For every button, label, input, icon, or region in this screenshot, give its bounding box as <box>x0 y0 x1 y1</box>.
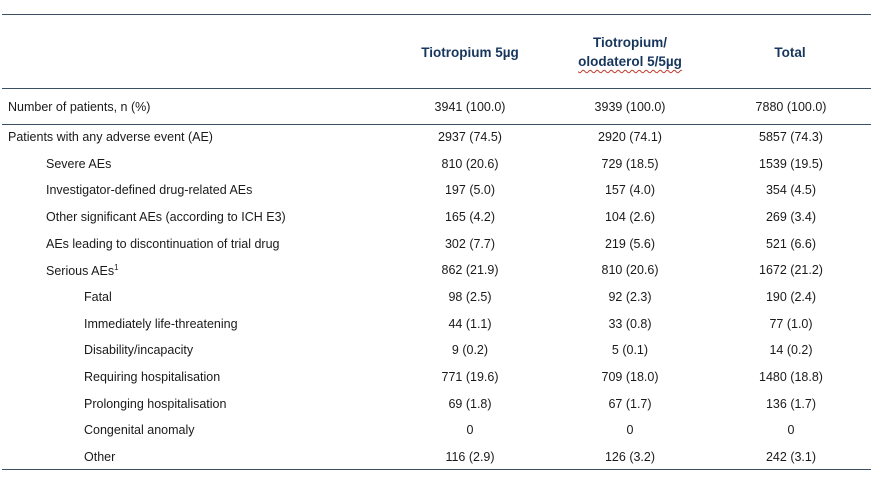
cell-tiotropium-olodaterol: 709 (18.0) <box>601 370 659 384</box>
cell-tiotropium: 0 <box>466 423 474 437</box>
cell-tiotropium: 3941 (100.0) <box>434 100 506 114</box>
row-label: AEs leading to discontinuation of trial … <box>46 237 280 251</box>
cell-tiotropium-olodaterol: 67 (1.7) <box>608 397 652 411</box>
cell-total: 0 <box>787 423 795 437</box>
table-row: Prolonging hospitalisation 69 (1.8) 67 (… <box>0 397 882 417</box>
table-row: AEs leading to discontinuation of trial … <box>0 237 882 257</box>
cell-tiotropium-olodaterol: 92 (2.3) <box>608 290 652 304</box>
row-label: Prolonging hospitalisation <box>84 397 227 411</box>
cell-tiotropium: 862 (21.9) <box>441 263 499 277</box>
cell-tiotropium: 69 (1.8) <box>448 397 492 411</box>
header-tiotropium: Tiotropium 5µg <box>400 32 540 72</box>
cell-tiotropium-olodaterol: 810 (20.6) <box>601 263 659 277</box>
cell-tiotropium-olodaterol: 729 (18.5) <box>601 157 659 171</box>
cell-tiotropium: 116 (2.9) <box>445 450 495 464</box>
table-row: Other significant AEs (according to ICH … <box>0 210 882 230</box>
header-bottom-rule <box>2 88 871 89</box>
row-label: Requiring hospitalisation <box>84 370 221 384</box>
row-label: Congenital anomaly <box>84 423 195 437</box>
cell-tiotropium-olodaterol: 219 (5.6) <box>604 237 656 251</box>
row-label: Disability/incapacity <box>84 343 194 357</box>
cell-total: 269 (3.4) <box>765 210 817 224</box>
cell-total: 521 (6.6) <box>765 237 817 251</box>
row-label: Immediately life-threatening <box>84 317 238 331</box>
cell-tiotropium-olodaterol: 126 (3.2) <box>604 450 656 464</box>
row-label: Investigator-defined drug-related AEs <box>46 183 253 197</box>
table-row: Number of patients, n (%) 3941 (100.0) 3… <box>0 100 882 120</box>
cell-total: 14 (0.2) <box>769 343 813 357</box>
number-row-rule <box>2 124 871 125</box>
cell-tiotropium-olodaterol: 33 (0.8) <box>608 317 652 331</box>
header-tiotropium-olodaterol: Tiotropium/ olodaterol 5/5µg <box>560 32 700 72</box>
header-total: Total <box>730 32 850 72</box>
cell-total: 242 (3.1) <box>765 450 817 464</box>
table-row: Disability/incapacity 9 (0.2) 5 (0.1) 14… <box>0 343 882 363</box>
cell-tiotropium-olodaterol: 3939 (100.0) <box>594 100 666 114</box>
cell-total: 190 (2.4) <box>765 290 817 304</box>
cell-total: 7880 (100.0) <box>755 100 827 114</box>
cell-tiotropium-olodaterol: 104 (2.6) <box>604 210 656 224</box>
table-row: Fatal 98 (2.5) 92 (2.3) 190 (2.4) <box>0 290 882 310</box>
row-label: Severe AEs <box>46 157 112 171</box>
cell-total: 1672 (21.2) <box>759 263 823 277</box>
cell-tiotropium: 302 (7.7) <box>444 237 496 251</box>
table-row: Other 116 (2.9) 126 (3.2) 242 (3.1) <box>0 450 882 470</box>
table-row: Congenital anomaly 0 0 0 <box>0 423 882 443</box>
table-row: Severe AEs 810 (20.6) 729 (18.5) 1539 (1… <box>0 157 882 177</box>
cell-tiotropium: 98 (2.5) <box>448 290 492 304</box>
cell-total: 354 (4.5) <box>765 183 817 197</box>
footnote-marker: 1 <box>114 263 119 272</box>
header-tiotropium-olodaterol-line2: olodaterol 5/5µg <box>578 54 682 69</box>
row-label: Number of patients, n (%) <box>8 100 151 114</box>
cell-tiotropium-olodaterol: 2920 (74.1) <box>598 130 662 144</box>
cell-total: 77 (1.0) <box>769 317 813 331</box>
cell-total: 136 (1.7) <box>765 397 817 411</box>
row-label: Serious AEs1 <box>46 263 119 278</box>
table-top-rule <box>2 14 871 15</box>
cell-tiotropium: 771 (19.6) <box>441 370 499 384</box>
cell-tiotropium-olodaterol: 0 <box>626 423 634 437</box>
row-label: Patients with any adverse event (AE) <box>8 130 213 144</box>
cell-tiotropium: 810 (20.6) <box>441 157 499 171</box>
cell-tiotropium-olodaterol: 5 (0.1) <box>611 343 649 357</box>
row-label: Fatal <box>84 290 112 304</box>
row-label-text: Serious AEs <box>46 264 115 278</box>
cell-total: 1539 (19.5) <box>759 157 823 171</box>
table-row: Investigator-defined drug-related AEs 19… <box>0 183 882 203</box>
cell-total: 5857 (74.3) <box>759 130 823 144</box>
cell-tiotropium: 44 (1.1) <box>448 317 492 331</box>
table-row: Patients with any adverse event (AE) 293… <box>0 130 882 150</box>
cell-tiotropium: 197 (5.0) <box>444 183 496 197</box>
table-bottom-rule <box>2 469 871 470</box>
cell-tiotropium: 2937 (74.5) <box>438 130 502 144</box>
table-row: Requiring hospitalisation 771 (19.6) 709… <box>0 370 882 390</box>
row-label: Other <box>84 450 116 464</box>
header-tiotropium-label: Tiotropium 5µg <box>421 44 519 60</box>
header-total-label: Total <box>774 44 806 60</box>
cell-tiotropium: 165 (4.2) <box>444 210 496 224</box>
header-tiotropium-olodaterol-line1: Tiotropium/ <box>592 35 667 50</box>
table-row: Immediately life-threatening 44 (1.1) 33… <box>0 317 882 337</box>
table-row: Serious AEs1 862 (21.9) 810 (20.6) 1672 … <box>0 263 882 283</box>
cell-tiotropium: 9 (0.2) <box>451 343 489 357</box>
cell-total: 1480 (18.8) <box>759 370 823 384</box>
row-label: Other significant AEs (according to ICH … <box>46 210 286 224</box>
cell-tiotropium-olodaterol: 157 (4.0) <box>604 183 656 197</box>
